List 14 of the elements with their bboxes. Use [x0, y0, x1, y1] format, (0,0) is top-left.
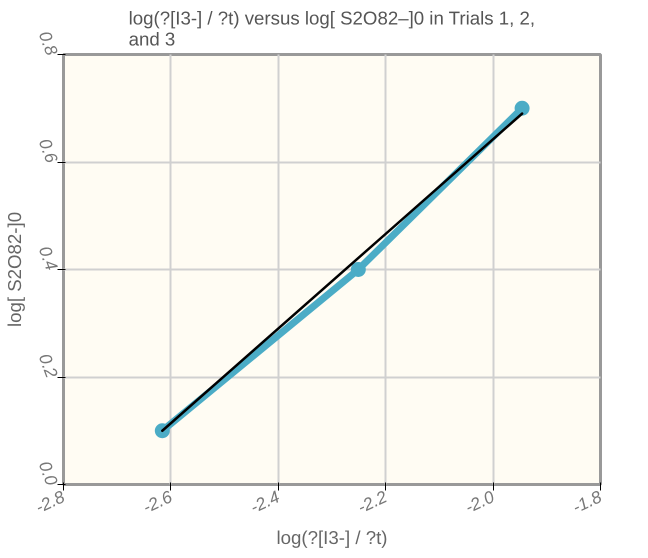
x-tick-label: -2.4 — [247, 486, 283, 518]
x-tick-label: -2.6 — [140, 486, 176, 518]
x-tick-label: -2.0 — [462, 486, 498, 518]
chart-title: log(?[I3-] / ?t) versus log[ S2O82–]0 in Trials 1, 2, and 3 — [128, 8, 536, 50]
x-tick-label: -2.8 — [32, 486, 68, 518]
y-tick-label: 0.0 — [34, 458, 62, 488]
y-tick-label: 0.6 — [34, 136, 62, 166]
x-axis-title: log(?[I3-] / ?t) — [276, 526, 388, 548]
y-tick-label: 0.2 — [34, 350, 62, 381]
x-tick-label: -2.2 — [354, 486, 390, 518]
y-tick-label: 0.8 — [34, 28, 62, 58]
x-tick-label: -1.8 — [569, 486, 606, 518]
y-tick-label: 0.4 — [34, 243, 62, 273]
y-axis-title: log[ S2O82-]0 — [4, 212, 25, 328]
